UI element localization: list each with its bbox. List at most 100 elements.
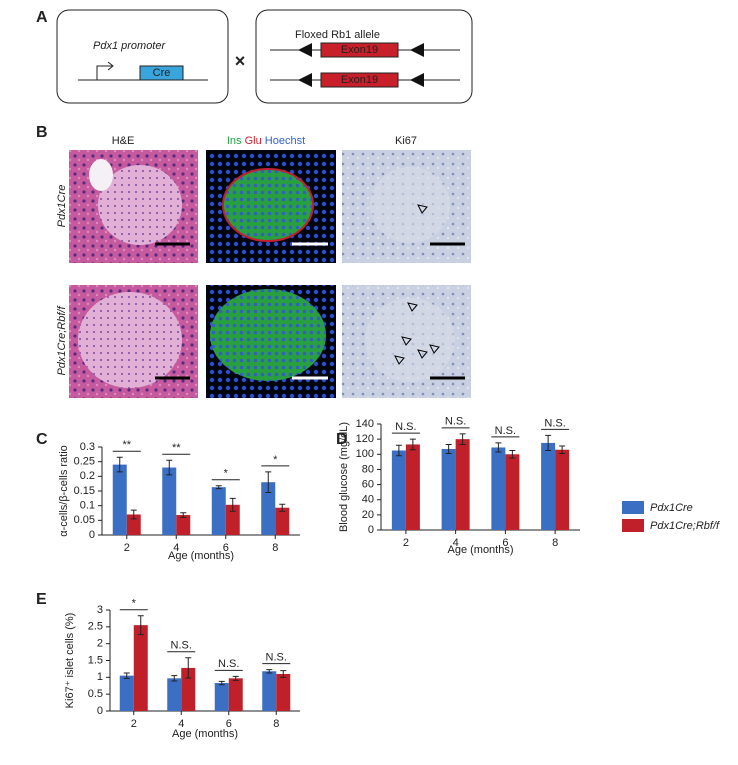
column-header: Ins Glu Hoechst [227,135,305,147]
micrographs [69,150,471,398]
y-tick-label: 2.5 [88,621,103,633]
error-bar [123,672,130,679]
error-bar [166,459,173,476]
error-bar [459,433,466,445]
promoter-label: Pdx1 promoter [93,40,166,52]
column-header: H&E [112,135,135,147]
significance-label: * [273,454,278,466]
panel-label: B [36,124,48,141]
bar [505,454,520,530]
error-bar [116,456,123,473]
bar [176,515,191,535]
legend-swatch [622,501,644,514]
bar [211,487,226,535]
error-bar [559,445,566,455]
significance-label: ** [122,439,131,451]
error-bar [279,503,286,512]
error-bar [185,657,192,679]
loxp-sites [298,43,424,87]
bar [181,667,196,711]
bar [441,448,456,530]
y-axis-label: Ki67⁺ islet cells (%) [64,613,76,709]
bar [126,514,141,535]
bar [167,678,182,711]
y-tick-label: 80 [362,463,374,475]
error-bar [280,670,287,678]
significance-label: N.S. [171,640,192,652]
error-bar [130,509,137,520]
error-bar [409,438,416,451]
y-tick-label: 60 [362,478,374,490]
x-tick-label: 2 [131,718,137,730]
y-tick-label: 0.2 [80,470,95,482]
x-tick-label: 8 [273,718,279,730]
x-tick-label: 4 [453,537,459,549]
panel-label: E [36,591,47,608]
cross: × [235,51,246,71]
error-bar [509,450,516,459]
x-axis-label: Age (months) [447,544,513,556]
x-tick-label: 4 [173,542,179,554]
x-tick-label: 8 [272,542,278,554]
stain-hoechst: Hoechst [265,135,305,147]
significance-label: N.S. [445,416,466,428]
x-tick-label: 6 [502,537,508,549]
bar [228,678,243,711]
significance-label: ** [172,442,181,454]
x-tick-label: 2 [124,542,130,554]
y-tick-label: 0.05 [74,514,95,526]
error-bar [229,497,236,512]
cre-label: Cre [153,67,171,79]
bar [261,482,276,535]
allele-box [255,9,473,104]
stain-glu: Glu [245,135,262,147]
legend-label: Pdx1Cre;Rbf/f [650,520,720,532]
exon-box [320,42,399,58]
y-tick-label: 0 [89,529,95,541]
error-bar [495,442,502,453]
bar [133,625,148,711]
y-tick-label: 0.15 [74,485,95,497]
stain-ins: Ins [227,135,242,147]
error-bar [180,512,187,518]
promoter-arrow [96,61,114,80]
y-tick-label: 0.3 [80,441,95,453]
legend-label: Pdx1Cre [650,502,693,514]
bar [555,449,570,530]
y-tick-label: 0.1 [80,500,95,512]
bar [541,442,556,530]
y-tick-label: 1 [97,671,103,683]
error-bar [266,669,273,674]
panel-label: C [36,431,48,448]
bar [225,504,240,535]
y-tick-label: 3 [97,604,103,616]
error-bar [265,471,272,493]
error-bar [395,444,402,457]
exon-label: Exon19 [341,44,378,56]
y-tick-label: 0.25 [74,456,95,468]
row-label: Pdx1Cre;Rbf/f [56,306,68,376]
y-tick-label: 120 [356,433,374,445]
significance-label: N.S. [495,425,516,437]
y-tick-label: 1.5 [88,654,103,666]
bar [262,671,277,711]
bar [162,467,177,535]
bar [491,447,506,530]
bar [455,439,470,530]
bar [276,673,291,711]
bar [391,450,406,530]
error-bar [445,443,452,455]
y-tick-label: 20 [362,509,374,521]
y-tick-label: 0 [368,524,374,536]
x-tick-label: 6 [226,718,232,730]
y-tick-label: 40 [362,494,374,506]
error-bar [171,675,178,682]
cre-box [139,65,184,81]
exon-box [320,72,399,88]
significance-label: * [132,598,137,610]
row-label: Pdx1Cre [56,185,68,228]
y-tick-label: 0.5 [88,688,103,700]
error-bar [232,675,239,681]
